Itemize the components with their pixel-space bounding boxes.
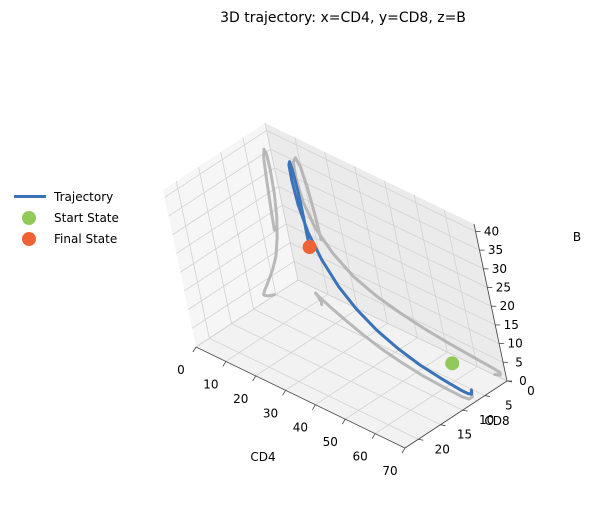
z-tick-label: 5 <box>515 355 523 369</box>
grid-line-z <box>191 260 295 329</box>
trajectory-line <box>287 160 474 396</box>
chart-title: 3D trajectory: x=CD4, y=CD8, z=B <box>220 10 466 26</box>
grid-line-x <box>285 322 388 391</box>
legend: Trajectory Start State Final State <box>12 186 119 249</box>
z-tick-label: 15 <box>504 318 519 332</box>
grid-line-z <box>180 204 283 273</box>
y-tick-label: 5 <box>505 399 513 413</box>
x-tick-label: 50 <box>323 435 338 449</box>
grid-line-z <box>274 167 484 270</box>
z-tick-label: 10 <box>508 337 523 351</box>
grid-line-z <box>270 148 480 251</box>
grid-line-z <box>289 242 500 344</box>
final-state-marker <box>302 240 317 255</box>
legend-line-swatch <box>14 194 46 198</box>
legend-final-dot <box>22 231 36 246</box>
projection-bottom-line <box>314 291 474 401</box>
y-axis-label: CD8 <box>484 414 509 428</box>
grid-line-z <box>266 130 476 232</box>
y-axis-line <box>404 380 508 449</box>
legend-label-trajectory: Trajectory <box>54 189 114 204</box>
grid-line-z <box>164 130 267 198</box>
x-tick-label: 20 <box>233 392 248 406</box>
z-tick-label: 25 <box>496 281 511 295</box>
grid-line-x <box>225 294 329 362</box>
grid-line-x <box>255 308 358 377</box>
x-tick <box>312 404 316 410</box>
legend-item-trajectory: Trajectory <box>12 186 119 207</box>
pane-back <box>265 123 507 381</box>
x-tick <box>401 447 406 454</box>
z-tick-label: 20 <box>500 299 515 313</box>
legend-start-dot <box>22 210 36 225</box>
y-tick-label: 15 <box>457 428 472 442</box>
projection-left-line <box>262 147 279 298</box>
grid-line-z <box>183 223 287 292</box>
legend-item-start-state: Start State <box>12 207 119 228</box>
pane-bottom <box>196 280 507 448</box>
y-tick <box>484 395 490 397</box>
z-axis-label: B <box>573 230 581 244</box>
z-tick-label: 30 <box>492 262 507 276</box>
grid-line-x <box>345 351 448 420</box>
grid-line-z <box>172 167 275 236</box>
x-tick <box>282 390 286 396</box>
x-tick <box>222 361 227 367</box>
legend-item-final-state: Final State <box>12 228 119 249</box>
y-tick <box>462 409 468 412</box>
x-tick-label: 30 <box>263 406 278 420</box>
legend-label-final-state: Final State <box>54 231 118 246</box>
z-tick-label: 40 <box>484 224 499 238</box>
y-tick <box>418 438 424 441</box>
grid-line-y <box>209 337 419 440</box>
x-tick-label: 60 <box>353 450 368 464</box>
legend-label-start-state: Start State <box>54 210 119 225</box>
x-tick <box>192 346 197 353</box>
grid-line-y <box>275 294 486 396</box>
x-tick <box>371 433 376 439</box>
grid-line-z <box>297 279 508 382</box>
x-tick-label: 10 <box>203 377 218 391</box>
x-tick-label: 0 <box>177 363 185 377</box>
x-axis-label: CD4 <box>250 450 275 464</box>
y-tick-label: 20 <box>435 442 450 456</box>
grid-line-z <box>176 186 279 254</box>
grid-line-z <box>168 148 271 217</box>
x-axis-line <box>195 346 406 449</box>
y-tick <box>440 424 446 427</box>
y-tick-label: 10 <box>479 413 494 427</box>
z-tick-label: 35 <box>488 243 503 257</box>
grid-line-x <box>374 366 478 434</box>
x-tick-label: 40 <box>293 421 308 435</box>
grid-line-z <box>195 279 299 348</box>
start-state-marker <box>445 356 460 371</box>
grid-line-y <box>253 308 463 411</box>
y-tick-label: 0 <box>527 384 535 398</box>
x-tick <box>341 418 346 425</box>
x-tick <box>252 375 257 382</box>
projection-back-line <box>291 156 502 377</box>
x-tick-label: 70 <box>382 464 397 478</box>
z-tick-label: 0 <box>519 374 527 388</box>
grid-line-y <box>231 323 441 426</box>
grid-line-z <box>187 242 291 310</box>
